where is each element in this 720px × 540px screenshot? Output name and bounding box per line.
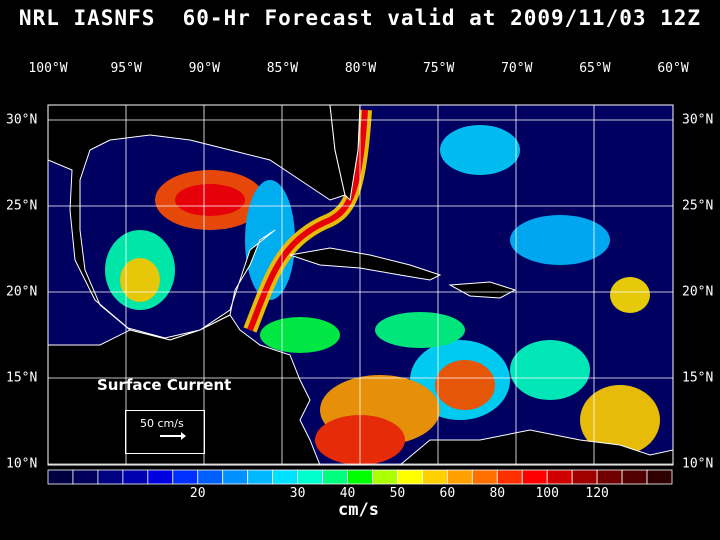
colorbar-swatch	[297, 469, 323, 485]
lat-tick-label: 15°N	[682, 370, 714, 386]
lon-tick-label: 70°W	[501, 61, 533, 76]
florida	[329, 105, 361, 202]
lon-tick-label: 75°W	[422, 61, 455, 76]
colorbar-swatch	[272, 469, 299, 485]
colorbar-swatch	[596, 469, 623, 485]
colorbar-swatch	[147, 469, 174, 485]
colorbar-swatch	[446, 469, 473, 485]
colorbar-swatch	[571, 469, 598, 485]
lat-tick-label: 25°N	[6, 198, 38, 214]
colorbar-swatch	[621, 469, 648, 485]
colorbar-swatch	[421, 469, 448, 485]
colorbar-tick-label: 100	[535, 486, 559, 501]
colorbar-tick-label: 50	[389, 486, 406, 501]
colorbar-tick-label: 60	[439, 486, 456, 501]
colorbar-tick-label: 120	[585, 486, 609, 501]
lon-tick-label: 65°W	[579, 61, 611, 76]
surface-current-label: Surface Current	[97, 376, 232, 394]
colorbar-swatch	[546, 469, 573, 485]
hispaniola	[448, 281, 517, 299]
colorbar-swatch	[397, 469, 423, 485]
cuba	[289, 247, 442, 281]
colorbar-swatch	[347, 469, 373, 485]
lon-tick-label: 95°W	[110, 61, 142, 76]
colorbar-swatch	[322, 469, 348, 485]
lon-tick-label: 80°W	[344, 61, 377, 76]
lon-tick-label: 100°W	[28, 61, 68, 76]
lat-tick-label: 20°N	[6, 284, 38, 300]
colorbar	[47, 469, 673, 485]
colorbar-swatch	[471, 469, 498, 485]
colorbar-swatch	[72, 469, 99, 485]
colorbar-tick-label: 20	[189, 486, 206, 501]
reference-vector-box: 50 cm/s	[125, 410, 205, 454]
colorbar-swatch	[521, 469, 548, 485]
lat-tick-label: 20°N	[682, 284, 714, 300]
lat-tick-label: 30°N	[682, 112, 714, 128]
mexico-central-america	[48, 314, 321, 465]
colorbar-tick-label: 80	[489, 486, 506, 501]
colorbar-swatch	[222, 469, 249, 485]
colorbar-swatch	[47, 469, 74, 485]
lat-tick-label: 10°N	[6, 456, 38, 472]
lat-tick-label: 30°N	[6, 112, 38, 128]
colorbar-tick-label: 30	[289, 486, 306, 501]
lon-tick-label: 90°W	[188, 61, 220, 76]
colorbar-swatch	[197, 469, 224, 485]
south-america	[399, 429, 673, 465]
colorbar-swatch	[97, 469, 124, 485]
colorbar-units: cm/s	[338, 500, 379, 520]
colorbar-swatch	[372, 469, 398, 485]
lat-tick-label: 15°N	[6, 370, 38, 386]
colorbar-tick-label: 40	[339, 486, 356, 501]
lat-tick-label: 10°N	[682, 456, 714, 472]
speed-field	[105, 109, 660, 465]
colorbar-swatch	[496, 469, 523, 485]
colorbar-swatch	[122, 469, 149, 485]
lon-tick-label: 60°W	[657, 61, 689, 76]
colorbar-swatch	[646, 469, 673, 485]
reference-arrow-icon	[160, 432, 186, 440]
lon-tick-label: 85°W	[266, 61, 299, 76]
land-areas	[48, 105, 673, 465]
lat-lon-grid	[48, 105, 673, 465]
colorbar-swatch	[172, 469, 199, 485]
reference-vector-label: 50 cm/s	[140, 417, 184, 430]
lat-tick-label: 25°N	[682, 198, 714, 214]
map-title: NRL IASNFS 60-Hr Forecast valid at 2009/…	[18, 6, 702, 30]
colorbar-swatch	[247, 469, 274, 485]
